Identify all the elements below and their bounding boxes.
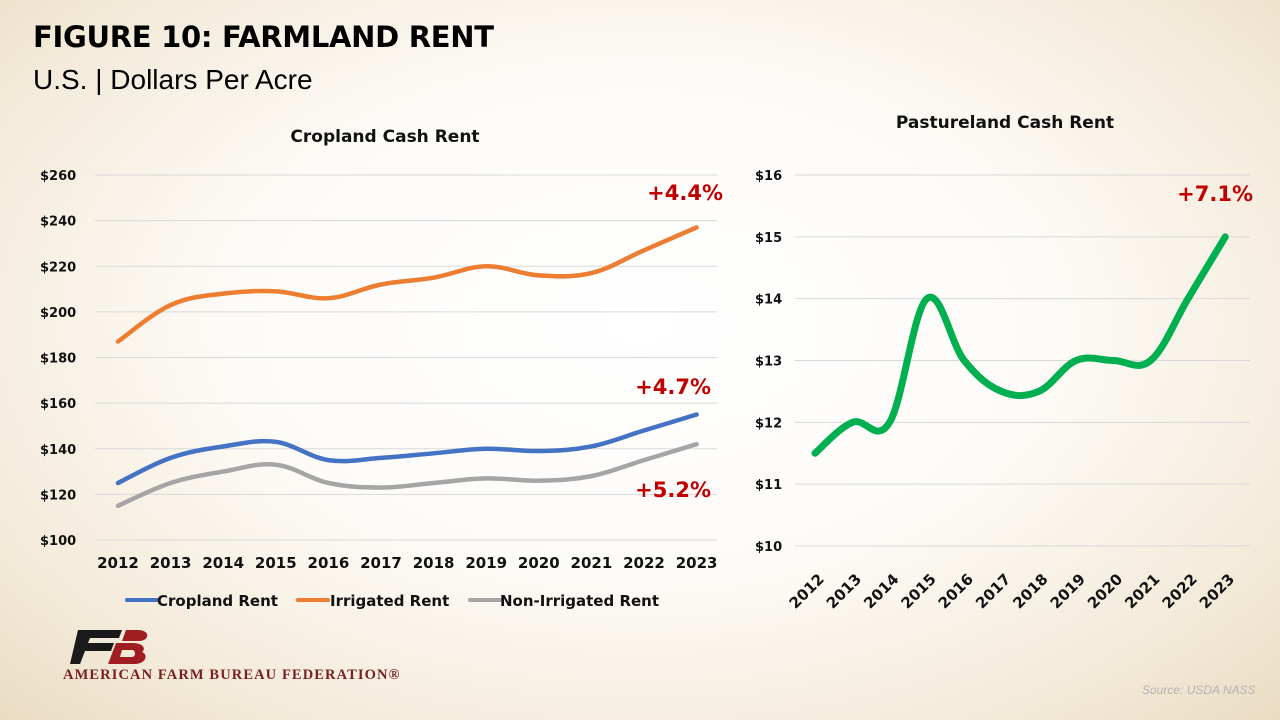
legend-label-cropland: Cropland Rent: [157, 592, 278, 610]
x-tick-label: 2017: [360, 554, 402, 572]
x-tick-label: 2023: [676, 554, 718, 572]
pastureland-x-axis: 2012201320142015201620172018201920202021…: [786, 570, 1239, 612]
y-tick-label: $15: [755, 231, 782, 246]
x-tick-label: 2021: [1121, 570, 1163, 612]
cropland-series-lines: [115, 225, 699, 509]
pastureland-gridlines: [795, 174, 1250, 547]
x-tick-label: 2023: [1196, 570, 1238, 612]
x-tick-label: 2022: [623, 554, 665, 572]
x-tick-label: 2015: [255, 554, 297, 572]
legend-label-irrigated: Irrigated Rent: [330, 592, 449, 610]
non-irrigated-change-label: +5.2%: [635, 478, 711, 502]
page-title: FIGURE 10: FARMLAND RENT: [33, 20, 494, 54]
y-tick-label: $13: [755, 355, 782, 370]
y-tick-label: $16: [755, 169, 782, 184]
series-line-pastureland: [811, 233, 1229, 457]
pastureland-y-axis: $10 $11 $12 $13 $14 $15 $16: [755, 169, 782, 555]
x-tick-label: 2014: [860, 570, 902, 612]
x-tick-label: 2021: [571, 554, 613, 572]
cropland-y-axis: $100 $120 $140 $160 $180 $200 $220 $240 $260: [40, 169, 76, 549]
x-tick-label: 2012: [97, 554, 139, 572]
logo-wordmark: AMERICAN FARM BUREAU FEDERATION®: [63, 667, 401, 683]
y-tick-label: $220: [40, 260, 76, 275]
x-tick-label: 2022: [1159, 570, 1201, 612]
x-tick-label: 2015: [897, 570, 939, 612]
series-line-cropland-rent: [115, 412, 699, 486]
source-note: Source: USDA NASS: [1142, 683, 1256, 697]
farm-bureau-logo-icon: [70, 630, 148, 664]
x-tick-label: 2020: [1084, 570, 1126, 612]
x-tick-label: 2019: [465, 554, 507, 572]
y-tick-label: $160: [40, 397, 76, 412]
y-tick-label: $260: [40, 169, 76, 184]
x-tick-label: 2013: [150, 554, 192, 572]
x-tick-label: 2019: [1047, 570, 1089, 612]
legend-label-non-irrigated: Non-Irrigated Rent: [500, 592, 659, 610]
cropland-chart-title: Cropland Cash Rent: [290, 127, 479, 147]
x-tick-label: 2014: [202, 554, 244, 572]
x-tick-label: 2016: [308, 554, 350, 572]
y-tick-label: $140: [40, 443, 76, 458]
series-line-non-irrigated-rent: [115, 441, 699, 509]
pastureland-chart-title: Pastureland Cash Rent: [896, 113, 1114, 133]
y-tick-label: $120: [40, 488, 76, 503]
pastureland-series-lines: [811, 233, 1229, 457]
x-tick-label: 2020: [518, 554, 560, 572]
y-tick-label: $11: [755, 478, 782, 493]
x-tick-label: 2016: [935, 570, 977, 612]
pastureland-chart: Pastureland Cash Rent $10 $11 $12 $13 $14 $15…: [755, 113, 1253, 612]
irrigated-change-label: +4.4%: [647, 181, 723, 205]
y-tick-label: $180: [40, 352, 76, 367]
cropland-chart: Cropland Cash Rent $100$120$140$160$180$…: [40, 127, 723, 610]
y-tick-label: $240: [40, 215, 76, 230]
page-subtitle: U.S. | Dollars Per Acre: [33, 64, 313, 95]
y-tick-label: $12: [755, 416, 782, 431]
y-tick-label: $100: [40, 534, 76, 549]
y-tick-label: $10: [755, 540, 782, 555]
y-tick-label: $200: [40, 306, 76, 321]
y-tick-label: $14: [755, 293, 782, 308]
x-tick-label: 2012: [786, 570, 828, 612]
x-tick-label: 2018: [413, 554, 455, 572]
cropland-change-label: +4.7%: [635, 375, 711, 399]
pastureland-change-label: +7.1%: [1177, 182, 1253, 206]
x-tick-label: 2013: [823, 570, 865, 612]
cropland-x-axis: 2012 2013 2014 2015 2016 2017 2018 2019 2020 2021…: [97, 554, 717, 572]
cropland-legend: Cropland Rent Irrigated Rent Non-Irrigat…: [125, 592, 659, 610]
x-tick-label: 2017: [972, 570, 1014, 612]
x-tick-label: 2018: [1009, 570, 1051, 612]
series-line-irrigated-rent: [115, 225, 699, 344]
